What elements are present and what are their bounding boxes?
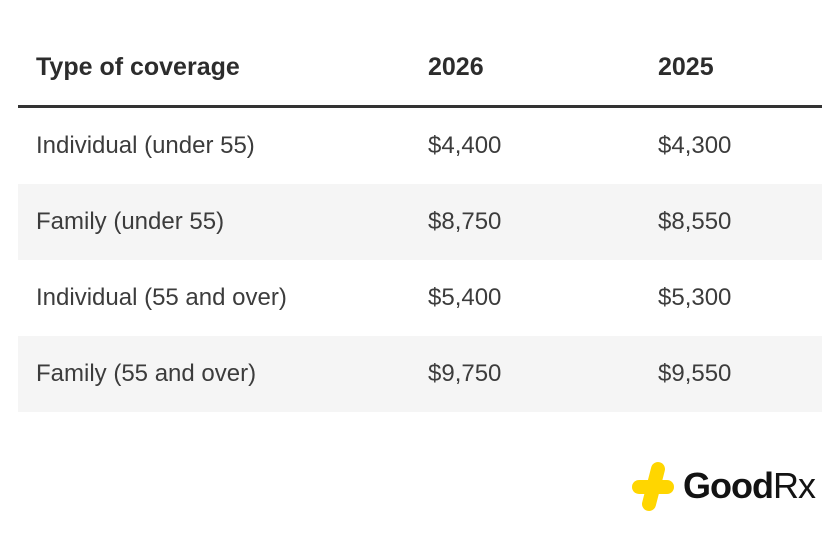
row-label: Family (under 55) [36, 208, 225, 235]
value-2025: $4,300 [658, 132, 732, 159]
value-2025: $9,550 [658, 360, 732, 387]
value-2025: $5,300 [658, 284, 732, 311]
value-2026: $8,750 [428, 208, 502, 235]
value-2026: $9,750 [428, 360, 502, 387]
column-header-2026: 2026 [428, 52, 484, 81]
value-2026: $4,400 [428, 132, 502, 159]
goodrx-wordmark: GoodRx [683, 465, 816, 506]
row-label: Individual (under 55) [36, 132, 255, 159]
goodrx-cross-icon [632, 460, 674, 512]
row-label: Family (55 and over) [36, 360, 257, 387]
table-row-family-under-55: Family (under 55) $8,750 $8,550 [18, 184, 822, 260]
column-header-2025: 2025 [658, 52, 714, 81]
column-header-type-of-coverage: Type of coverage [36, 52, 240, 81]
value-2026: $5,400 [428, 284, 502, 311]
table-row-family-55-and-over: Family (55 and over) $9,750 $9,550 [18, 336, 822, 412]
wordmark-rx: Rx [772, 465, 816, 506]
row-label: Individual (55 and over) [36, 284, 287, 311]
table-row-individual-55-and-over: Individual (55 and over) $5,400 $5,300 [18, 260, 822, 336]
table-header-row: Type of coverage 2026 2025 [18, 29, 822, 108]
coverage-table: Type of coverage 2026 2025 Individual (u… [18, 29, 822, 412]
table-row-individual-under-55: Individual (under 55) $4,400 $4,300 [18, 108, 822, 184]
goodrx-logo: GoodRx [632, 460, 816, 512]
wordmark-good: Good [683, 465, 774, 506]
value-2025: $8,550 [658, 208, 732, 235]
